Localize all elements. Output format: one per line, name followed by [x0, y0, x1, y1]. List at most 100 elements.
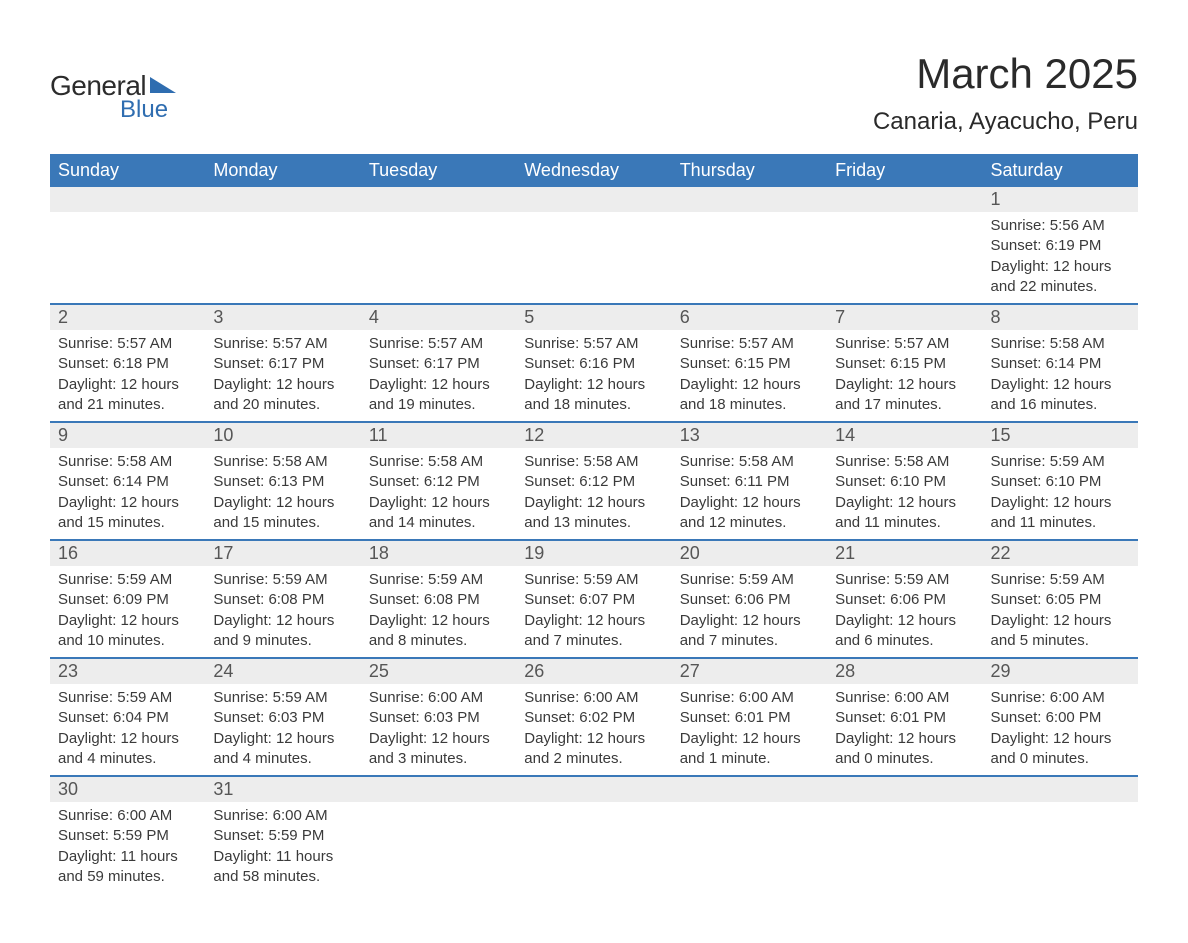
daylight-text: Daylight: 11 hours and 58 minutes.: [213, 847, 352, 888]
month-title: March 2025: [873, 50, 1138, 98]
day-number-cell: 22: [983, 540, 1138, 566]
day-info-cell: [516, 212, 671, 304]
sunset-text: Sunset: 6:14 PM: [58, 472, 197, 492]
day-number-cell: [50, 187, 205, 212]
day-info-cell: Sunrise: 5:58 AMSunset: 6:12 PMDaylight:…: [361, 448, 516, 540]
day-info-cell: [50, 212, 205, 304]
daylight-text: Daylight: 12 hours and 11 minutes.: [991, 493, 1130, 534]
day-number-cell: 12: [516, 422, 671, 448]
day-info-cell: Sunrise: 5:58 AMSunset: 6:14 PMDaylight:…: [983, 330, 1138, 422]
sunset-text: Sunset: 6:04 PM: [58, 708, 197, 728]
day-number-cell: [205, 187, 360, 212]
sunrise-text: Sunrise: 6:00 AM: [369, 688, 508, 708]
daylight-text: Daylight: 12 hours and 22 minutes.: [991, 257, 1130, 298]
day-number: 14: [835, 425, 855, 445]
day-info-cell: Sunrise: 5:59 AMSunset: 6:07 PMDaylight:…: [516, 566, 671, 658]
daylight-text: Daylight: 12 hours and 15 minutes.: [58, 493, 197, 534]
weekday-header: Saturday: [983, 154, 1138, 187]
day-number: 24: [213, 661, 233, 681]
day-number-cell: [361, 776, 516, 802]
logo: General Blue: [50, 50, 176, 124]
day-number-cell: 25: [361, 658, 516, 684]
sunrise-text: Sunrise: 6:00 AM: [524, 688, 663, 708]
sunrise-text: Sunrise: 5:59 AM: [213, 570, 352, 590]
day-info-row: Sunrise: 5:57 AM Sunset: 6:18 PM Daylight:…: [50, 330, 1138, 422]
sunset-text: Sunset: 6:08 PM: [213, 590, 352, 610]
day-info-cell: Sunrise: 6:00 AMSunset: 6:01 PMDaylight:…: [672, 684, 827, 776]
day-number-cell: 28: [827, 658, 982, 684]
day-number-cell: 30: [50, 776, 205, 802]
sunset-text: Sunset: 6:18 PM: [58, 354, 197, 374]
daylight-text: Daylight: 12 hours and 2 minutes.: [524, 729, 663, 770]
weekday-header: Tuesday: [361, 154, 516, 187]
day-number-cell: 18: [361, 540, 516, 566]
sunrise-text: Sunrise: 5:59 AM: [991, 452, 1130, 472]
day-number: 15: [991, 425, 1011, 445]
day-number-cell: 13: [672, 422, 827, 448]
day-number-cell: 23: [50, 658, 205, 684]
sunrise-text: Sunrise: 6:00 AM: [213, 806, 352, 826]
day-number: 20: [680, 543, 700, 563]
day-number-row: 9101112131415: [50, 422, 1138, 448]
day-info-row: Sunrise: 5:56 AMSunset: 6:19 PMDaylight:…: [50, 212, 1138, 304]
sunrise-text: Sunrise: 5:57 AM: [680, 334, 819, 354]
day-info-cell: Sunrise: 5:56 AMSunset: 6:19 PMDaylight:…: [983, 212, 1138, 304]
sunrise-text: Sunrise: 5:58 AM: [991, 334, 1130, 354]
sunrise-text: Sunrise: 5:59 AM: [680, 570, 819, 590]
day-info-cell: Sunrise: 5:58 AMSunset: 6:14 PMDaylight:…: [50, 448, 205, 540]
day-info-cell: Sunrise: 6:00 AMSunset: 6:01 PMDaylight:…: [827, 684, 982, 776]
day-info-cell: Sunrise: 5:59 AMSunset: 6:03 PMDaylight:…: [205, 684, 360, 776]
sunrise-text: Sunrise: 6:00 AM: [835, 688, 974, 708]
day-info-cell: Sunrise: 5:58 AMSunset: 6:11 PMDaylight:…: [672, 448, 827, 540]
daylight-text: Daylight: 12 hours and 15 minutes.: [213, 493, 352, 534]
day-info-cell: Sunrise: 5:58 AMSunset: 6:10 PMDaylight:…: [827, 448, 982, 540]
location-subtitle: Canaria, Ayacucho, Peru: [873, 108, 1138, 136]
day-number-cell: 10: [205, 422, 360, 448]
day-number-cell: 6: [672, 304, 827, 330]
day-number: 17: [213, 543, 233, 563]
sunrise-text: Sunrise: 5:58 AM: [58, 452, 197, 472]
day-info-cell: Sunrise: 6:00 AMSunset: 6:03 PMDaylight:…: [361, 684, 516, 776]
title-block: March 2025 Canaria, Ayacucho, Peru: [873, 50, 1138, 136]
logo-word2: Blue: [120, 96, 168, 124]
sunset-text: Sunset: 6:03 PM: [213, 708, 352, 728]
day-number: 5: [524, 307, 534, 327]
daylight-text: Daylight: 12 hours and 18 minutes.: [524, 375, 663, 416]
sunset-text: Sunset: 6:12 PM: [369, 472, 508, 492]
day-number-row: 2345678: [50, 304, 1138, 330]
day-info-cell: Sunrise: 5:59 AMSunset: 6:06 PMDaylight:…: [672, 566, 827, 658]
sunrise-text: Sunrise: 5:59 AM: [58, 570, 197, 590]
sunset-text: Sunset: 6:02 PM: [524, 708, 663, 728]
sunset-text: Sunset: 6:00 PM: [991, 708, 1130, 728]
day-number-cell: 29: [983, 658, 1138, 684]
sunset-text: Sunset: 6:16 PM: [524, 354, 663, 374]
sunset-text: Sunset: 6:17 PM: [213, 354, 352, 374]
sunrise-text: Sunrise: 5:57 AM: [524, 334, 663, 354]
day-info-row: Sunrise: 5:59 AMSunset: 6:04 PMDaylight:…: [50, 684, 1138, 776]
weekday-header: Monday: [205, 154, 360, 187]
daylight-text: Daylight: 12 hours and 3 minutes.: [369, 729, 508, 770]
day-number: 25: [369, 661, 389, 681]
day-number-cell: 31: [205, 776, 360, 802]
day-number-cell: 3: [205, 304, 360, 330]
day-number: 30: [58, 779, 78, 799]
day-number-row: 30 31: [50, 776, 1138, 802]
day-number-row: 1: [50, 187, 1138, 212]
day-info-cell: [361, 802, 516, 893]
sunset-text: Sunset: 6:17 PM: [369, 354, 508, 374]
sunset-text: Sunset: 6:01 PM: [680, 708, 819, 728]
daylight-text: Daylight: 12 hours and 9 minutes.: [213, 611, 352, 652]
day-info-cell: Sunrise: 5:59 AMSunset: 6:09 PMDaylight:…: [50, 566, 205, 658]
daylight-text: Daylight: 12 hours and 4 minutes.: [213, 729, 352, 770]
day-number-cell: 5: [516, 304, 671, 330]
day-number: 19: [524, 543, 544, 563]
day-number: 1: [991, 189, 1001, 209]
day-number-cell: 17: [205, 540, 360, 566]
day-number: 16: [58, 543, 78, 563]
day-number-cell: 14: [827, 422, 982, 448]
sunset-text: Sunset: 6:05 PM: [991, 590, 1130, 610]
sunrise-text: Sunrise: 6:00 AM: [58, 806, 197, 826]
sunset-text: Sunset: 6:14 PM: [991, 354, 1130, 374]
sunset-text: Sunset: 6:15 PM: [835, 354, 974, 374]
weekday-header: Friday: [827, 154, 982, 187]
